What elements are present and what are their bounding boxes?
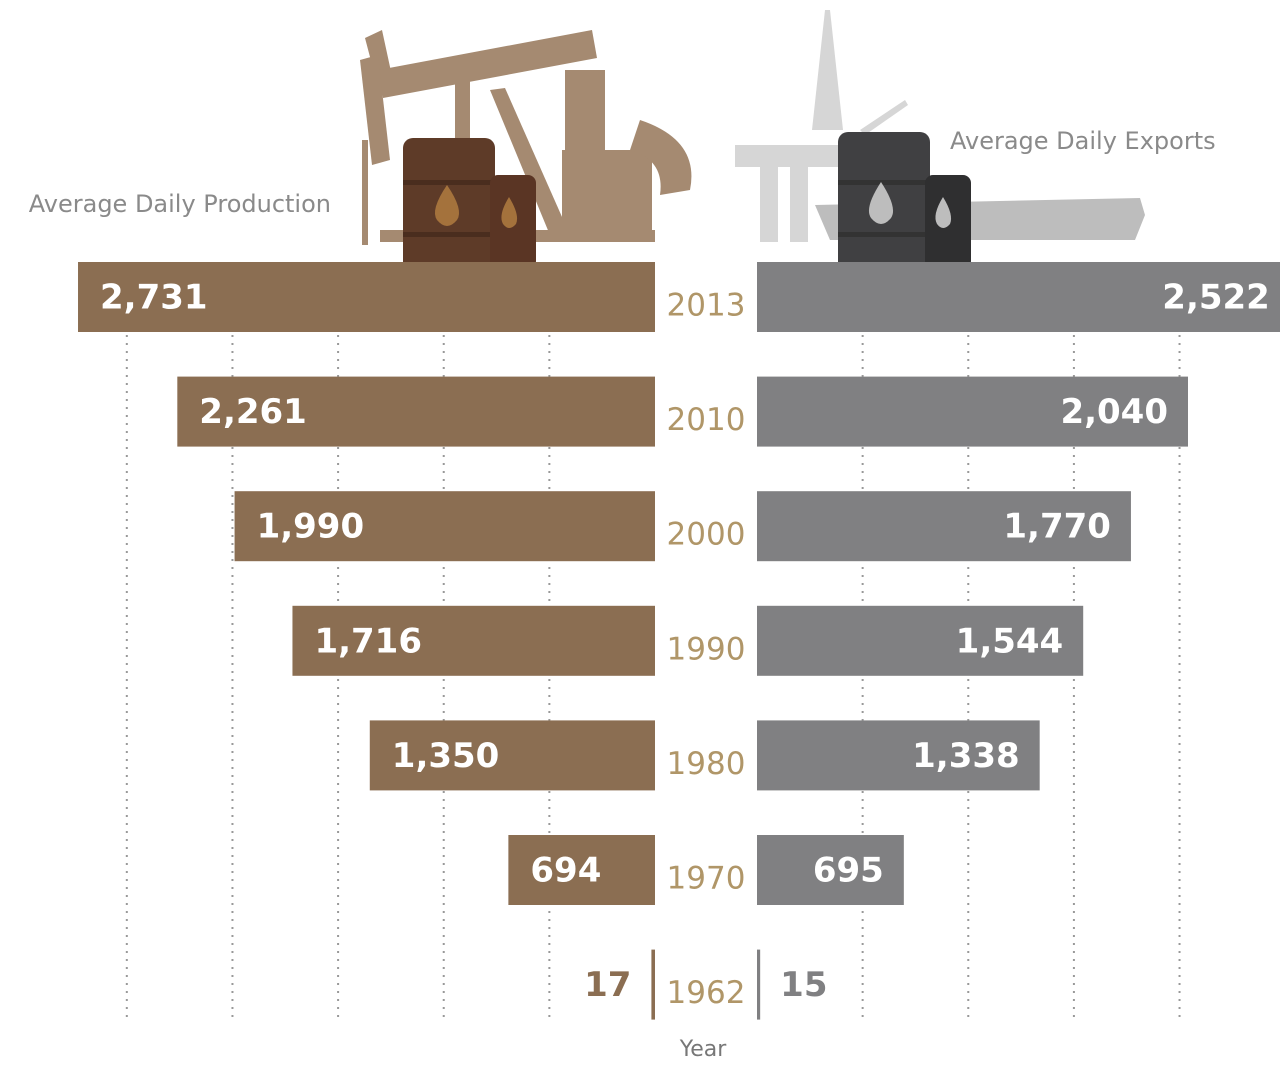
value-label: 1,716 <box>314 621 422 661</box>
y-category-label: 1970 <box>667 861 746 897</box>
y-category-label: 1980 <box>667 746 746 782</box>
barrels-production <box>403 138 536 281</box>
x-axis-title: Year <box>679 1037 728 1062</box>
value-label: 1,770 <box>1003 507 1111 547</box>
marks: 2013 2010 2000 1990 1980 1970 1962 2,731 2,261 1,… <box>78 262 1280 1020</box>
value-label: 2,522 <box>1162 278 1270 318</box>
value-label: 17 <box>584 965 631 1005</box>
value-label: 1,350 <box>392 736 500 776</box>
value-label: 1,990 <box>257 507 365 547</box>
value-label: 2,040 <box>1060 392 1168 432</box>
y-category-label: 1990 <box>667 631 746 667</box>
y-category-label: 2000 <box>667 517 746 553</box>
legend-exports: Average Daily Exports <box>950 127 1216 155</box>
value-label: 2,731 <box>100 278 208 318</box>
y-category-label: 2010 <box>667 402 746 438</box>
chart: 2013 2010 2000 1990 1980 1970 1962 2,731 2,261 1,… <box>0 0 1280 1065</box>
value-label: 695 <box>813 851 884 891</box>
value-label: 1,338 <box>912 736 1020 776</box>
value-label: 2,261 <box>199 392 307 432</box>
y-category-label: 2013 <box>667 288 746 324</box>
bar <box>757 950 760 1020</box>
legend-production: Average Daily Production <box>29 190 331 218</box>
value-label: 1,544 <box>956 621 1064 661</box>
y-category-label: 1962 <box>667 975 746 1011</box>
value-label: 694 <box>530 851 601 891</box>
bar <box>651 950 655 1020</box>
value-label: 15 <box>780 965 827 1005</box>
